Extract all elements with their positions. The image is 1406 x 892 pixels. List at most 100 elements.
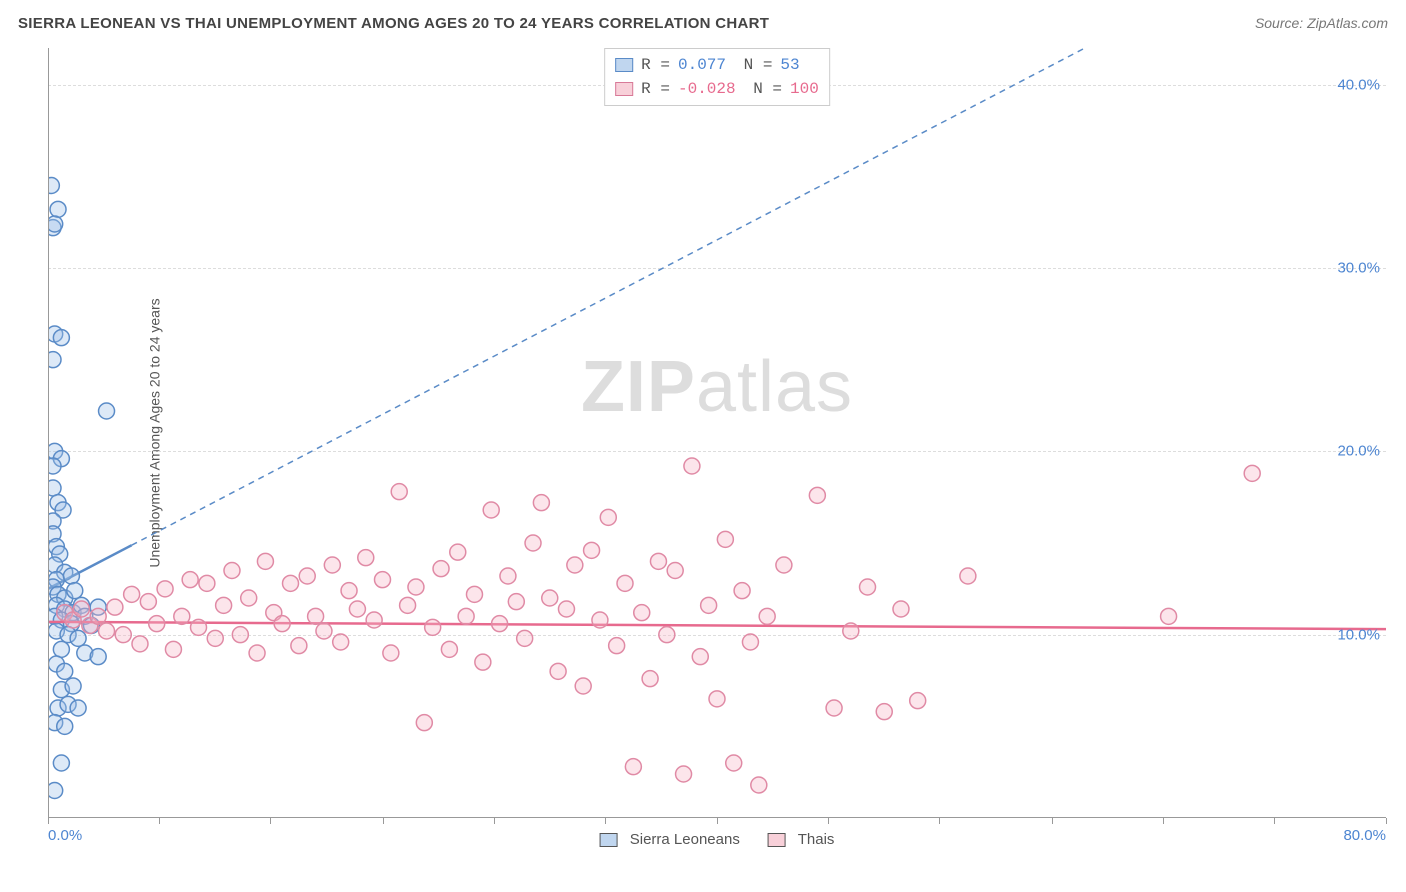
data-point	[567, 557, 583, 573]
data-point	[575, 678, 591, 694]
data-point	[50, 201, 66, 217]
y-tick-label: 30.0%	[1337, 260, 1380, 277]
stats-row-blue: R = 0.077 N = 53	[615, 53, 819, 77]
data-point	[517, 630, 533, 646]
data-point	[542, 590, 558, 606]
data-point	[65, 678, 81, 694]
data-point	[533, 495, 549, 511]
data-point	[659, 627, 675, 643]
data-point	[717, 531, 733, 547]
data-point	[450, 544, 466, 560]
data-point	[48, 352, 61, 368]
data-point	[165, 641, 181, 657]
plot-region: R = 0.077 N = 53 R = -0.028 N = 100	[48, 48, 1386, 818]
x-tick	[1274, 818, 1275, 824]
data-point	[508, 594, 524, 610]
data-point	[584, 542, 600, 558]
data-point	[1161, 608, 1177, 624]
trend-line-dashed	[132, 48, 1085, 545]
data-point	[107, 599, 123, 615]
data-point	[63, 568, 79, 584]
data-point	[625, 759, 641, 775]
data-point	[316, 623, 332, 639]
data-point	[241, 590, 257, 606]
data-point	[53, 755, 69, 771]
data-point	[893, 601, 909, 617]
data-point	[726, 755, 742, 771]
data-point	[960, 568, 976, 584]
data-point	[416, 715, 432, 731]
chart-title: SIERRA LEONEAN VS THAI UNEMPLOYMENT AMON…	[18, 15, 769, 32]
data-point	[291, 638, 307, 654]
data-point	[299, 568, 315, 584]
data-point	[650, 553, 666, 569]
x-tick	[605, 818, 606, 824]
data-point	[634, 605, 650, 621]
data-point	[308, 608, 324, 624]
data-point	[132, 636, 148, 652]
data-point	[174, 608, 190, 624]
data-point	[48, 783, 63, 799]
legend-swatch-pink-icon	[768, 833, 786, 847]
data-point	[809, 487, 825, 503]
data-point	[826, 700, 842, 716]
data-point	[48, 216, 63, 232]
data-point	[441, 641, 457, 657]
x-tick	[717, 818, 718, 824]
data-point	[191, 619, 207, 635]
data-point	[48, 458, 61, 474]
data-point	[684, 458, 700, 474]
data-point	[48, 178, 59, 194]
swatch-pink-icon	[615, 82, 633, 96]
data-point	[70, 700, 86, 716]
data-point	[283, 575, 299, 591]
data-point	[433, 561, 449, 577]
data-point	[843, 623, 859, 639]
data-point	[500, 568, 516, 584]
data-point	[216, 597, 232, 613]
chart-area: Unemployment Among Ages 20 to 24 years Z…	[48, 48, 1386, 818]
data-point	[99, 403, 115, 419]
data-point	[759, 608, 775, 624]
data-point	[709, 691, 725, 707]
legend-item-sierra: Sierra Leoneans	[600, 831, 740, 848]
data-point	[57, 718, 73, 734]
data-point	[90, 608, 106, 624]
data-point	[667, 563, 683, 579]
data-point	[67, 583, 83, 599]
legend: Sierra Leoneans Thais	[600, 831, 835, 848]
x-tick	[48, 818, 49, 824]
data-point	[383, 645, 399, 661]
stats-box: R = 0.077 N = 53 R = -0.028 N = 100	[604, 48, 830, 106]
y-tick-label: 10.0%	[1337, 626, 1380, 643]
data-point	[466, 586, 482, 602]
x-tick	[939, 818, 940, 824]
data-point	[1244, 465, 1260, 481]
data-point	[558, 601, 574, 617]
data-point	[157, 581, 173, 597]
data-point	[124, 586, 140, 602]
data-point	[257, 553, 273, 569]
data-point	[274, 616, 290, 632]
data-point	[207, 630, 223, 646]
data-point	[400, 597, 416, 613]
data-point	[341, 583, 357, 599]
data-point	[860, 579, 876, 595]
data-point	[358, 550, 374, 566]
data-point	[751, 777, 767, 793]
data-point	[224, 563, 240, 579]
data-point	[90, 649, 106, 665]
data-point	[199, 575, 215, 591]
y-axis-line	[48, 48, 49, 818]
data-point	[642, 671, 658, 687]
data-point	[676, 766, 692, 782]
data-point	[609, 638, 625, 654]
data-point	[425, 619, 441, 635]
data-point	[701, 597, 717, 613]
data-point	[458, 608, 474, 624]
x-tick	[494, 818, 495, 824]
data-point	[525, 535, 541, 551]
data-point	[600, 509, 616, 525]
data-point	[742, 634, 758, 650]
data-point	[48, 480, 61, 496]
